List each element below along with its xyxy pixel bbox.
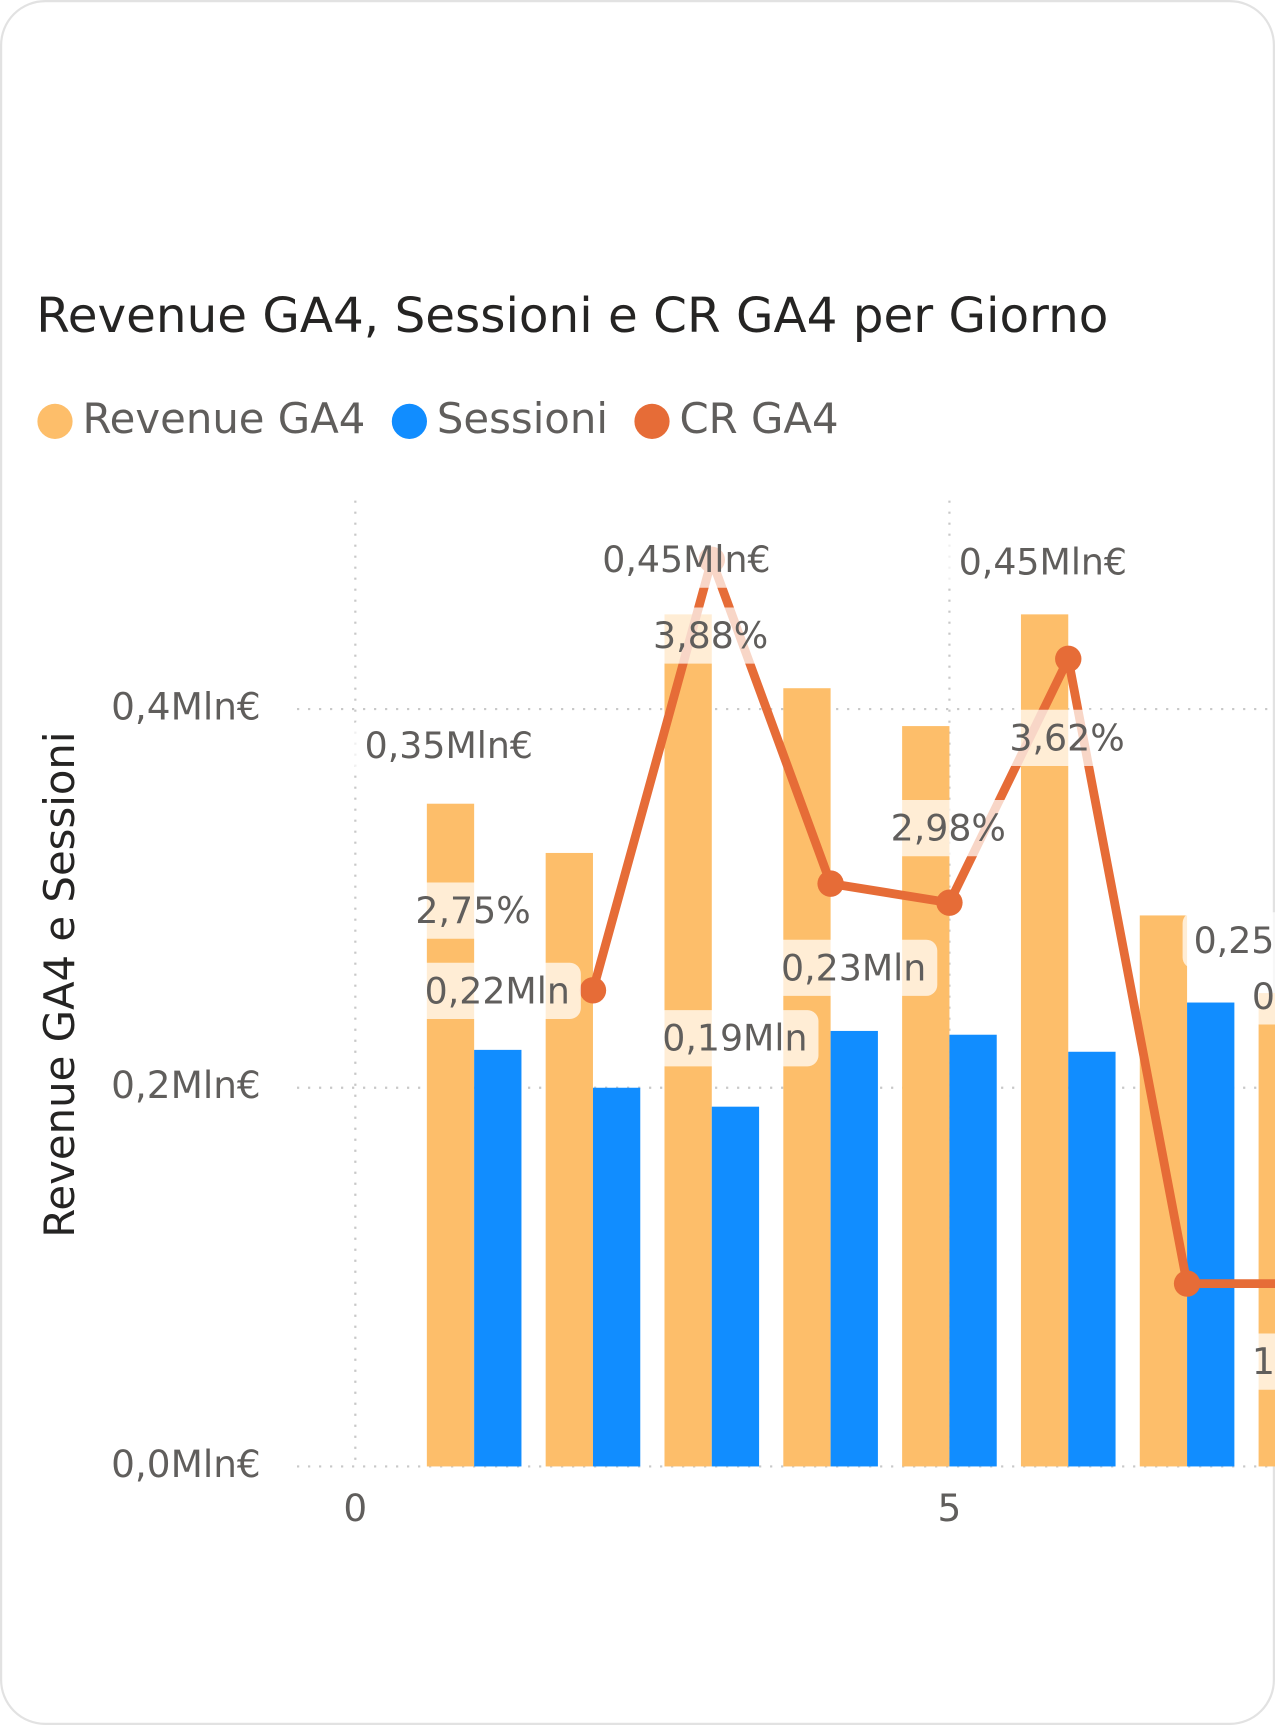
data-label-background: [404, 882, 542, 939]
bar: [830, 1030, 878, 1467]
data-label-background: [413, 962, 581, 1020]
x-tick-label: 5: [938, 1486, 962, 1530]
bar: [1258, 993, 1275, 1467]
data-label: 3,88%: [653, 614, 768, 657]
data-label: 0,45Mln€: [959, 540, 1127, 583]
data-label: 0,19Mln: [662, 1017, 807, 1060]
bar: [1187, 1002, 1235, 1467]
x-tick-label: 0: [343, 1486, 367, 1530]
bar: [783, 688, 831, 1467]
data-label: 2,98%: [891, 807, 1006, 850]
line-marker: [1055, 645, 1082, 673]
data-label-background: [947, 533, 1139, 590]
data-label-background: [998, 709, 1136, 766]
legend-marker: [391, 403, 428, 439]
bar: [711, 1106, 760, 1467]
data-label-background: [651, 1010, 819, 1067]
data-label: 2,75%: [415, 889, 530, 932]
data-label-background: [1240, 1333, 1275, 1390]
line-marker: [579, 977, 607, 1004]
bar: [949, 1034, 997, 1467]
y-tick-label: 0,2Mln€: [111, 1063, 261, 1107]
bar: [592, 1087, 641, 1467]
data-label: 0,25: [1194, 919, 1275, 962]
y-tick-label: 0,4Mln€: [111, 685, 261, 729]
data-label: 0,35Mln€: [365, 724, 533, 767]
data-label-background: [1240, 968, 1275, 1025]
data-label: 0: [1252, 975, 1275, 1018]
bar: [474, 1049, 522, 1467]
line-marker: [1173, 1270, 1201, 1297]
legend-marker: [634, 403, 670, 439]
bar: [1068, 1051, 1116, 1467]
data-label: 0,45Mln€: [602, 538, 770, 581]
data-label-background: [1182, 912, 1275, 969]
legend-label: Sessioni: [437, 394, 608, 443]
y-axis-title: Revenue GA4 e Sessioni: [35, 731, 84, 1237]
legend-label: Revenue GA4: [83, 394, 366, 443]
y-tick-label: 0,0Mln€: [111, 1442, 261, 1486]
bar: [545, 852, 593, 1467]
data-label-background: [591, 531, 782, 588]
data-label: 0,23Mln: [781, 946, 926, 989]
data-label: 0,22Mln: [425, 969, 570, 1012]
data-label-background: [770, 939, 938, 996]
line-marker: [817, 870, 844, 897]
data-label-background: [879, 799, 1017, 857]
data-label: 3,62%: [1009, 716, 1124, 759]
legend-marker: [37, 403, 73, 439]
data-label-background: [641, 607, 780, 664]
legend-label: CR GA4: [680, 394, 839, 443]
bar: [1139, 915, 1188, 1467]
line-marker: [936, 889, 963, 916]
chart-title: Revenue GA4, Sessioni e CR GA4 per Giorn…: [36, 288, 1108, 344]
data-label: 1,: [1252, 1340, 1275, 1383]
data-label-background: [353, 717, 545, 774]
